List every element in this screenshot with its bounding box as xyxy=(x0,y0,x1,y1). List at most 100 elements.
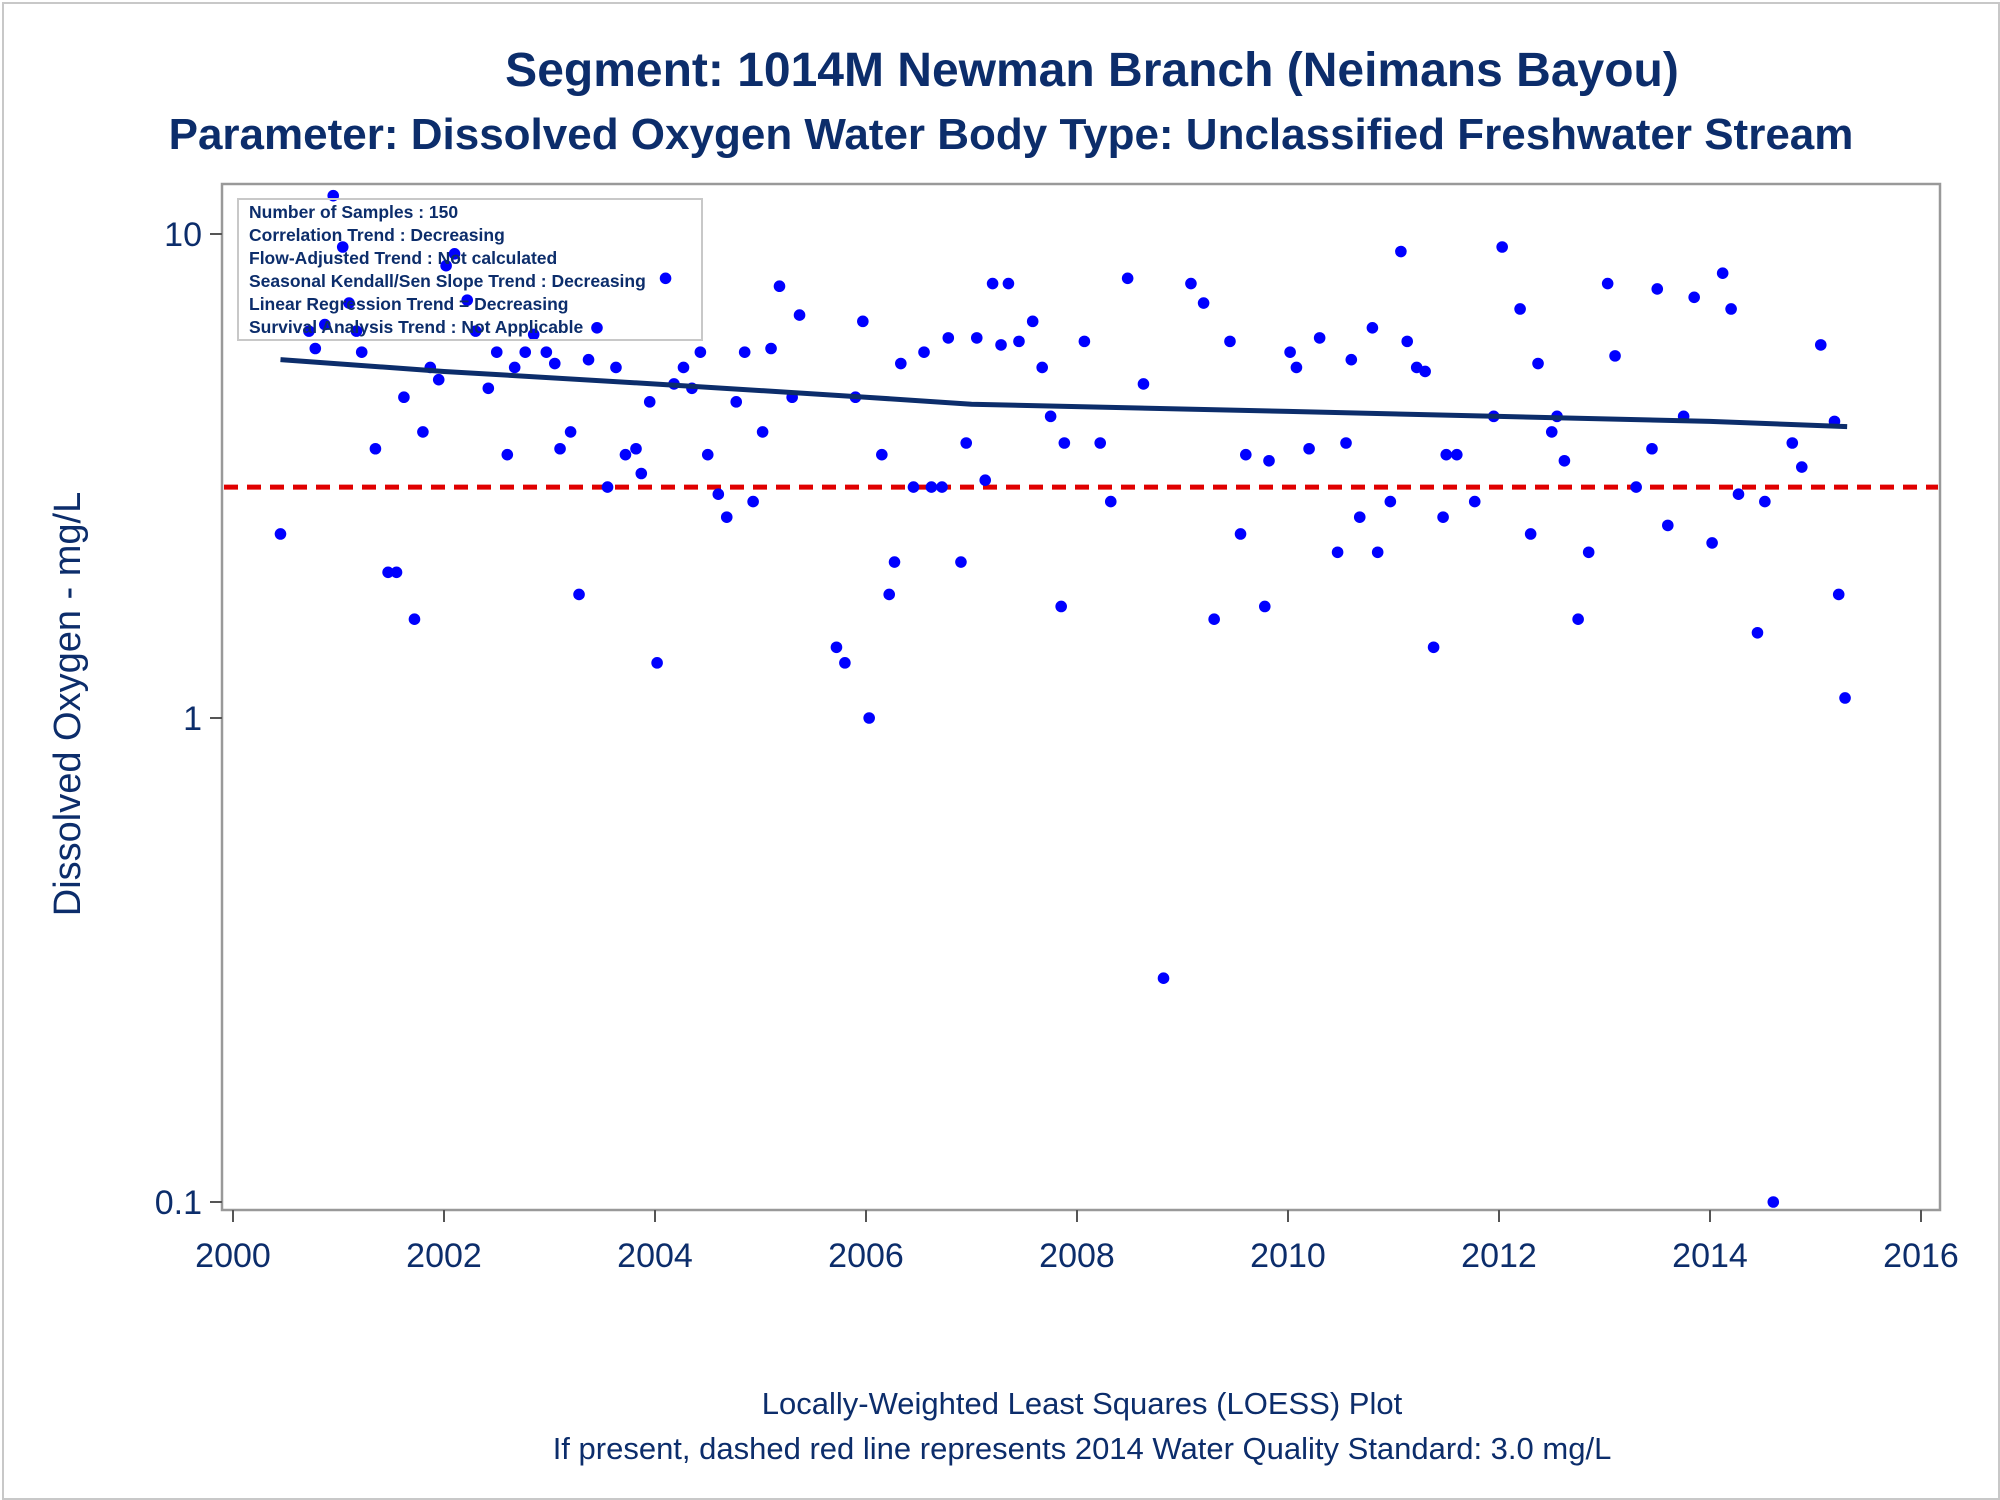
y-tick-label: 10 xyxy=(164,216,202,254)
data-point xyxy=(1395,245,1407,258)
data-point xyxy=(1419,365,1431,378)
data-point xyxy=(1732,488,1745,500)
data-point xyxy=(619,448,632,461)
data-point xyxy=(1751,626,1764,639)
data-point xyxy=(712,488,725,500)
x-tick-label: 2010 xyxy=(1250,1237,1326,1275)
data-point xyxy=(1437,511,1449,523)
data-point xyxy=(469,325,482,337)
data-point xyxy=(1078,335,1091,348)
data-point xyxy=(1240,448,1252,461)
data-point xyxy=(1263,454,1275,467)
data-point xyxy=(630,442,642,455)
data-point xyxy=(1496,241,1508,253)
data-point xyxy=(986,277,999,290)
data-point xyxy=(309,342,322,355)
data-point xyxy=(1055,600,1067,613)
x-tick-label: 2002 xyxy=(406,1237,482,1275)
data-point xyxy=(519,346,532,358)
data-point xyxy=(1524,528,1537,540)
data-point xyxy=(747,495,759,508)
data-point xyxy=(601,481,614,493)
data-point xyxy=(1572,613,1584,626)
data-point xyxy=(390,566,403,579)
data-point xyxy=(540,346,553,358)
data-point xyxy=(651,657,663,669)
data-point xyxy=(876,448,888,461)
data-point xyxy=(508,361,521,374)
data-point xyxy=(1137,378,1150,390)
stats-line-survival-analysis: Survival Analysis Trend : Not Applicable xyxy=(249,317,583,337)
data-point xyxy=(1013,335,1025,348)
plot-area xyxy=(220,182,1942,1212)
data-point xyxy=(1345,353,1358,366)
x-axis: 2000 2002 2004 2006 2008 2010 2012 2014 2016 xyxy=(195,1210,1959,1275)
data-point xyxy=(369,442,382,455)
data-point xyxy=(635,467,648,480)
data-point xyxy=(1258,600,1271,613)
footer-line-2: If present, dashed red line represents 2… xyxy=(553,1431,1612,1466)
data-point xyxy=(1532,357,1544,370)
data-point xyxy=(1630,481,1642,493)
data-point xyxy=(1706,537,1718,549)
x-tick-label: 2008 xyxy=(1039,1237,1115,1275)
data-point xyxy=(773,280,786,293)
data-point xyxy=(1371,546,1384,559)
data-point xyxy=(382,566,394,579)
data-point xyxy=(1716,267,1729,279)
data-points xyxy=(274,189,1851,1208)
data-point xyxy=(895,357,907,370)
data-point xyxy=(659,272,672,285)
data-point xyxy=(591,322,603,334)
y-tick-label: 0.1 xyxy=(155,1184,202,1222)
data-point xyxy=(1451,448,1463,461)
data-point xyxy=(1440,448,1453,461)
data-point xyxy=(677,361,690,374)
data-point xyxy=(970,332,983,344)
data-point xyxy=(1366,322,1379,334)
data-point xyxy=(303,325,315,337)
data-point xyxy=(1786,437,1799,449)
chart-title: Segment: 1014M Newman Branch (Neimans Ba… xyxy=(505,44,1679,97)
data-point xyxy=(738,346,751,358)
data-point xyxy=(1340,437,1352,449)
data-point xyxy=(448,248,461,260)
data-point xyxy=(793,309,806,321)
data-point xyxy=(350,325,363,337)
data-point xyxy=(1185,277,1197,290)
data-point xyxy=(1026,315,1039,328)
data-point xyxy=(1545,426,1558,438)
data-point xyxy=(936,481,948,493)
data-point xyxy=(490,346,503,358)
data-point xyxy=(955,556,967,568)
stats-box: Number of Samples : 150 Correlation Tren… xyxy=(237,198,703,341)
data-point xyxy=(1384,495,1397,508)
data-point xyxy=(1725,303,1737,315)
data-point xyxy=(925,481,938,493)
data-point xyxy=(1157,972,1170,984)
data-point xyxy=(1121,272,1134,285)
data-point xyxy=(1044,410,1057,423)
data-point xyxy=(863,712,875,724)
x-tick-label: 2016 xyxy=(1883,1237,1959,1275)
data-point xyxy=(1331,546,1344,559)
data-point xyxy=(1208,613,1220,626)
stats-line-seasonal-kendall: Seasonal Kendall/Sen Slope Trend : Decre… xyxy=(249,271,646,291)
data-point xyxy=(1582,546,1595,559)
data-point xyxy=(1002,277,1015,290)
data-point xyxy=(440,259,452,272)
data-point xyxy=(1795,461,1808,473)
data-point xyxy=(1558,454,1571,467)
data-point xyxy=(1104,495,1117,508)
data-point xyxy=(1609,350,1621,362)
data-point xyxy=(643,396,656,408)
y-axis: 0.1 1 10 xyxy=(155,216,222,1222)
data-point xyxy=(720,511,733,523)
data-point xyxy=(398,391,410,404)
data-point xyxy=(1290,361,1303,374)
y-axis-label: Dissolved Oxygen - mg/L xyxy=(47,492,89,917)
y-tick-label: 1 xyxy=(183,700,202,738)
stats-line-flow-adjusted: Flow-Adjusted Trend : Not calculated xyxy=(249,248,557,268)
x-tick-label: 2012 xyxy=(1461,1237,1537,1275)
data-point xyxy=(857,315,869,328)
